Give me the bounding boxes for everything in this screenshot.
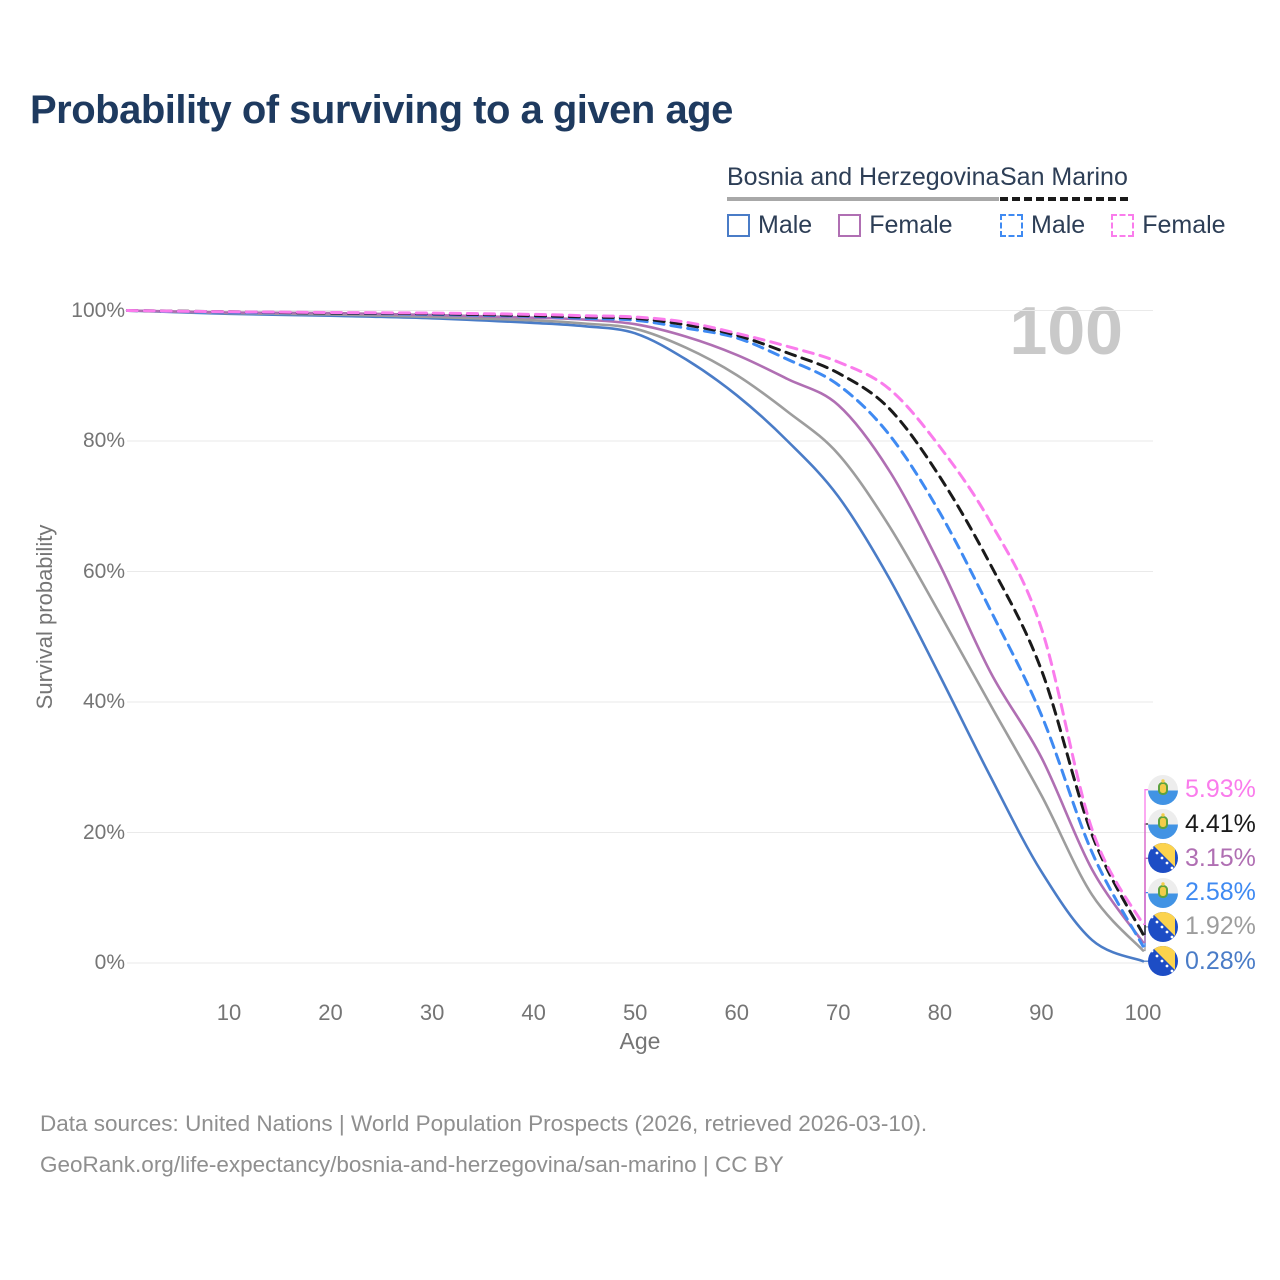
x-tick-label: 30 [419,1000,445,1025]
end-label-san-marino-total: 4.41% [1148,809,1256,839]
y-tick-label: 40% [82,690,125,713]
x-tick-label: 50 [622,1000,648,1025]
end-label-san-marino-female: 5.93% [1148,774,1256,805]
country-flag-icon [1148,946,1178,977]
y-tick-label: 0% [94,951,125,974]
end-label-bosnia-and-herzegovina-female: 3.15% [1148,843,1256,874]
legend-swatch [838,214,862,237]
country-flag-icon [1148,843,1178,874]
legend-swatch [727,214,750,237]
end-label-value: 5.93% [1185,775,1256,804]
y-tick-label: 60% [82,559,125,583]
legend-item-bosnia-and-herzegovina-female[interactable]: Female [838,211,953,240]
chart-footer: Data sources: United Nations | World Pop… [40,1103,927,1185]
san-marino-flag [1148,809,1178,839]
x-tick-label: 60 [724,1000,750,1025]
legend-item-label: Male [1031,211,1086,239]
bosnia-flag [1148,946,1178,977]
end-label-san-marino-male: 2.58% [1148,877,1256,908]
legend-item-bosnia-and-herzegovina-male[interactable]: Male [727,211,812,240]
end-label-value: 4.41% [1185,809,1256,838]
x-tick-label: 70 [826,1000,851,1025]
survival-curve-bosnia-and-herzegovina-male[interactable] [126,309,1145,963]
x-tick-label: 40 [521,1000,546,1025]
legend-swatch [1111,214,1135,237]
data-sources-line: Data sources: United Nations | World Pop… [40,1111,928,1136]
san-marino-flag [1148,877,1178,908]
country-flag-icon [1148,877,1178,908]
legend-heading-bosnia-and-herzegovina[interactable]: Bosnia and Herzegovina [727,163,1000,201]
x-tick-label: 20 [318,1000,343,1025]
survival-curve-san-marino-male[interactable] [125,309,1145,948]
end-label-value: 0.28% [1185,946,1256,975]
legend-item-label: Female [1142,211,1226,239]
y-tick-label: 20% [82,820,125,844]
x-axis-title: Age [619,1028,661,1054]
country-flag-icon [1148,911,1178,942]
legend-group-bosnia-and-herzegovina: Bosnia and Herzegovina Male Female [727,163,1000,240]
end-label-value: 3.15% [1185,843,1256,872]
y-tick-label: 80% [82,429,125,452]
legend-item-san-marino-male[interactable]: Male [1000,211,1085,240]
y-tick-label: 100% [71,298,125,322]
legend-heading-san-marino[interactable]: San Marino [1000,163,1128,201]
legend-row: Male Female [727,211,999,240]
y-axis-title: Survival probability [32,524,57,710]
bosnia-flag [1148,843,1178,874]
legend-item-label: Male [758,211,813,239]
legend-row: Male Female [1000,211,1226,240]
legend-item-san-marino-female[interactable]: Female [1111,211,1226,240]
legend-group-san-marino: San Marino Male Female [1000,163,1226,240]
x-tick-label: 90 [1029,1000,1054,1025]
x-tick-label: 80 [927,1000,953,1025]
survival-curve-bosnia-and-herzegovina-female[interactable] [126,309,1145,944]
survival-curve-bosnia-and-herzegovina-total[interactable] [126,309,1145,952]
legend-item-label: Female [869,211,953,239]
survival-curve-san-marino-total[interactable] [125,309,1145,936]
survival-curve-san-marino-female[interactable] [125,309,1145,926]
x-tick-label: 10 [216,1000,242,1025]
country-flag-icon [1148,809,1178,839]
chart-title: Probability of surviving to a given age [30,88,733,132]
end-label-connector [1143,789,1150,925]
end-label-value: 2.58% [1185,878,1256,907]
end-label-bosnia-and-herzegovina-total: 1.92% [1148,911,1256,942]
attribution-line: GeoRank.org/life-expectancy/bosnia-and-h… [40,1152,784,1177]
end-label-bosnia-and-herzegovina-male: 0.28% [1148,946,1256,977]
country-flag-icon [1148,774,1178,805]
bosnia-flag [1148,911,1178,942]
san-marino-flag [1148,774,1178,805]
x-tick-label: 100 [1124,1000,1162,1025]
end-label-value: 1.92% [1185,912,1256,941]
age-watermark: 100 [1009,293,1123,369]
legend-swatch [1000,214,1023,237]
